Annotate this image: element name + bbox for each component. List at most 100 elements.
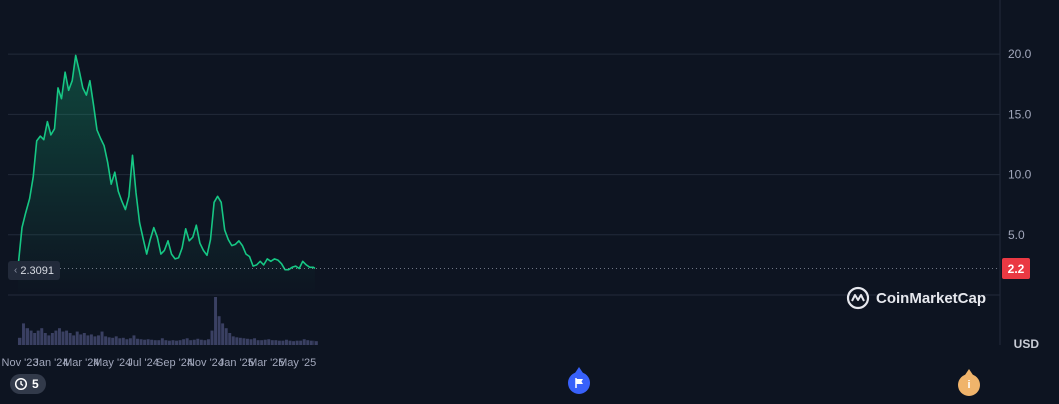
volume-bar (221, 323, 225, 345)
volume-bar (93, 336, 97, 345)
events-button[interactable]: 5 (10, 374, 46, 394)
y-tick-label: 20.0 (1008, 47, 1032, 61)
volume-bar (157, 340, 161, 345)
volume-bar (249, 339, 253, 345)
volume-bar (306, 340, 310, 345)
volume-bar (29, 330, 33, 345)
y-tick-label: 10.0 (1008, 168, 1032, 182)
x-tick-label: Sep '24 (156, 357, 193, 369)
y-axis-ticks: 5.0 10.0 15.0 20.0 (1008, 47, 1032, 242)
volume-bar (25, 328, 30, 345)
volume-bar (199, 339, 203, 345)
volume-bar (260, 340, 264, 345)
volume-bar (146, 339, 150, 345)
x-tick-label: Nov '23 (2, 357, 39, 369)
volume-bar (281, 340, 285, 345)
volume-bar (43, 333, 47, 345)
volume-bar (150, 339, 154, 345)
start-price-badge: ‹ 2.3091 (8, 261, 60, 280)
volume-bar (185, 338, 189, 345)
events-count: 5 (32, 377, 39, 391)
volume-bar (256, 340, 260, 345)
brand-name: CoinMarketCap (876, 289, 987, 307)
start-price-value: 2.3091 (20, 264, 54, 277)
price-line[interactable] (17, 54, 316, 271)
volume-bar (263, 339, 267, 345)
volume-bar (267, 339, 271, 345)
volume-bar (36, 330, 40, 345)
volume-bar (65, 330, 69, 345)
chevron-left-icon: ‹ (14, 265, 18, 276)
price-area-fill (18, 55, 315, 296)
volume-bar (118, 338, 122, 345)
volume-bar (167, 340, 171, 345)
volume-bar (136, 338, 139, 345)
current-price-badge: 2.2 (1002, 258, 1030, 279)
volume-bar (309, 340, 313, 345)
volume-bar (160, 338, 164, 345)
volume-bar (224, 328, 228, 345)
volume-bar (206, 339, 210, 345)
x-tick-label: Jan '24 (33, 357, 68, 369)
volume-bar (132, 335, 136, 345)
volume-bar (210, 330, 214, 345)
volume-bar (270, 340, 274, 345)
volume-bar (228, 333, 232, 345)
history-clock-icon (14, 377, 28, 391)
volume-bar (47, 335, 51, 345)
volume-bar (192, 339, 196, 345)
volume-bar (285, 339, 288, 345)
info-event-marker[interactable]: i (958, 369, 980, 396)
volume-bar (68, 333, 72, 345)
volume-bar (58, 328, 61, 345)
x-tick-label: May '24 (93, 357, 131, 369)
volume-bar (143, 339, 147, 345)
volume-bars (17, 297, 318, 345)
coinmarketcap-logo-icon (846, 286, 870, 310)
y-tick-label: 15.0 (1008, 107, 1032, 121)
volume-bar (82, 333, 86, 345)
volume-bar (17, 337, 22, 345)
x-tick-label: May '25 (278, 357, 316, 369)
flag-event-marker[interactable] (568, 367, 590, 394)
x-tick-label: Mar '25 (248, 357, 284, 369)
x-tick-label: Mar '24 (63, 357, 99, 369)
volume-bar (33, 333, 37, 345)
volume-bar (164, 340, 168, 345)
volume-bar (79, 334, 83, 345)
volume-bar (139, 339, 143, 345)
y-tick-label: 5.0 (1008, 228, 1025, 242)
x-tick-label: Jan '25 (219, 357, 254, 369)
brand-watermark: CoinMarketCap (846, 286, 986, 310)
volume-bar (182, 339, 186, 345)
volume-bar (203, 340, 207, 345)
currency-unit: USD (1013, 337, 1039, 351)
volume-bar (178, 340, 182, 345)
volume-bar (107, 337, 111, 345)
volume-bar (89, 334, 93, 345)
volume-bar (242, 338, 246, 345)
x-tick-label: Nov '24 (187, 357, 224, 369)
volume-bar (121, 337, 125, 345)
volume-bar (214, 297, 218, 345)
volume-bar (314, 341, 318, 345)
volume-bar (295, 340, 299, 345)
volume-bar (114, 336, 118, 345)
volume-bar (231, 336, 235, 345)
volume-bar (196, 338, 200, 345)
volume-bar (111, 337, 115, 345)
volume-bar (302, 339, 306, 345)
volume-bar (153, 340, 157, 345)
volume-bar (277, 340, 281, 345)
x-tick-label: Jul '24 (127, 357, 158, 369)
volume-bar (128, 338, 132, 345)
volume-bar (97, 335, 100, 345)
info-icon: i (967, 379, 971, 391)
volume-bar (235, 337, 239, 345)
volume-bar (104, 336, 108, 345)
volume-bar (299, 340, 303, 345)
